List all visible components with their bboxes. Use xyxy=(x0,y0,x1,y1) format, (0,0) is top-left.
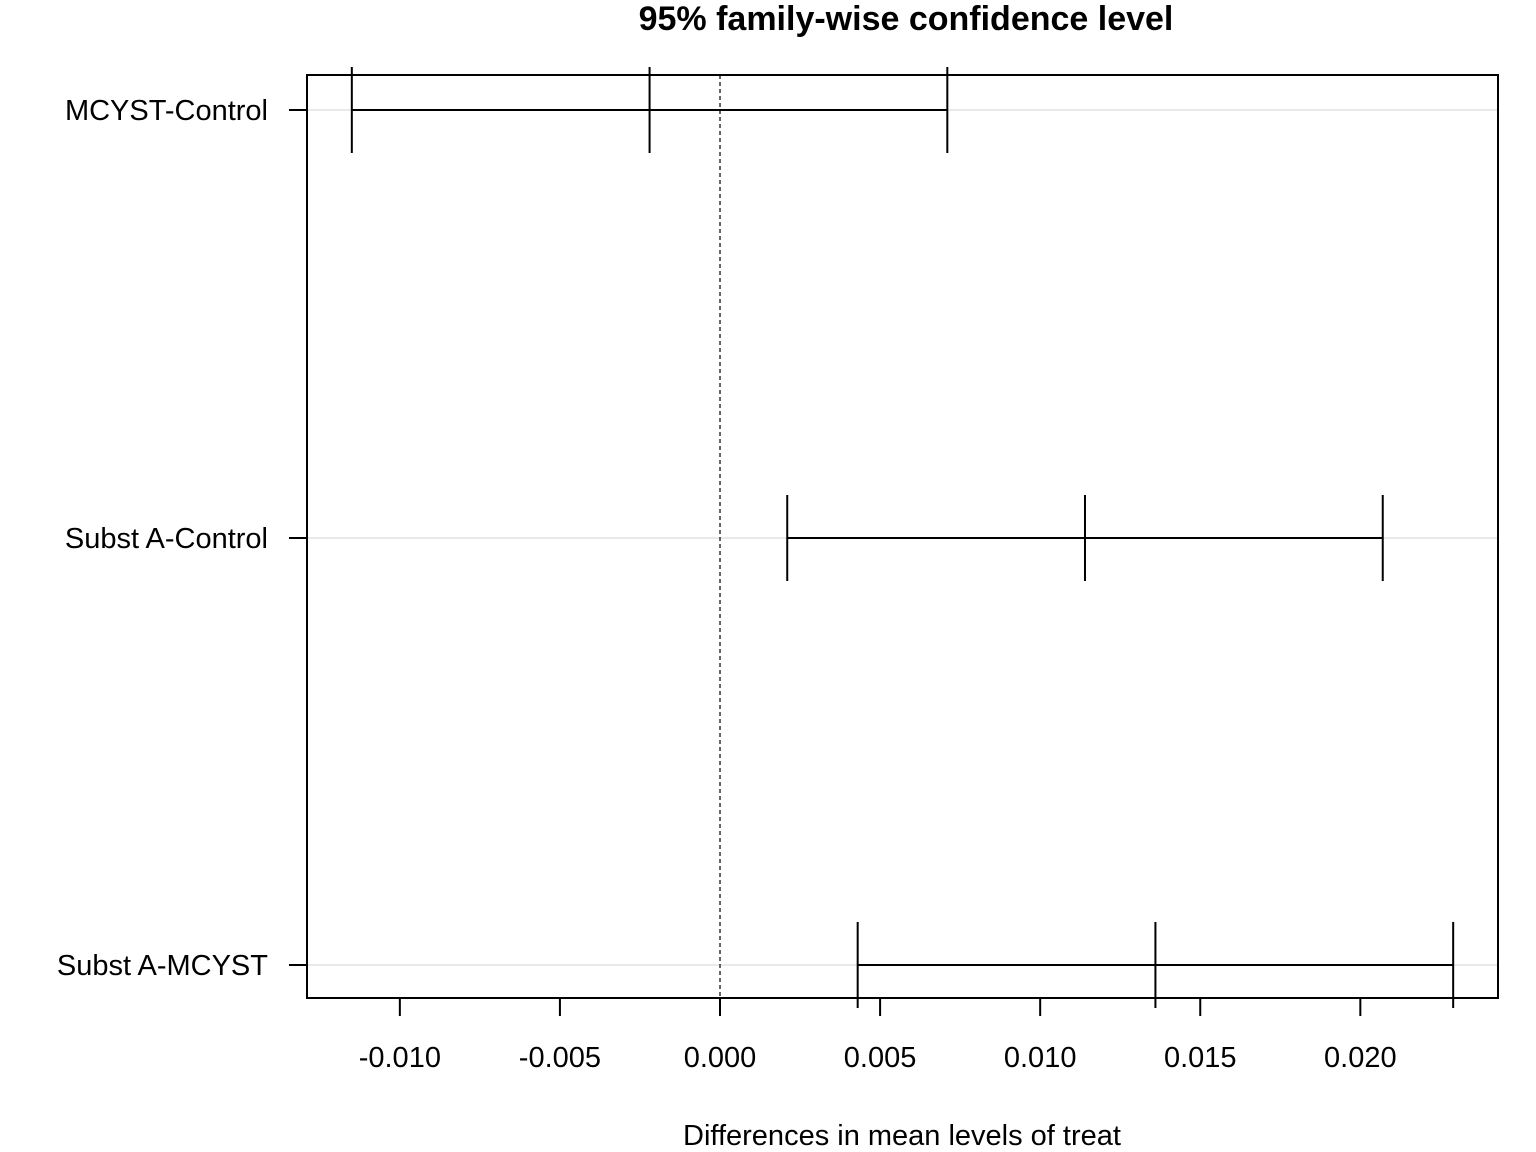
confidence-intervals xyxy=(350,67,1455,1008)
x-axis: -0.010 -0.005 0.000 0.005 0.010 0.015 0.020 xyxy=(359,997,1397,1074)
x-tick-label: 0.015 xyxy=(1164,1042,1237,1074)
x-tick-label: -0.010 xyxy=(359,1042,441,1074)
x-tick-label: 0.000 xyxy=(684,1042,757,1074)
y-tick-label: Subst A-Control xyxy=(65,523,268,555)
interval-mcyst-control xyxy=(350,67,949,153)
y-axis: MCYST-Control Subst A-Control Subst A-MCYS… xyxy=(57,95,307,982)
x-axis-title: Differences in mean levels of treat xyxy=(683,1120,1121,1152)
x-tick-label: 0.005 xyxy=(844,1042,917,1074)
x-tick-label: 0.010 xyxy=(1004,1042,1077,1074)
chart-title: 95% family-wise confidence level xyxy=(639,0,1174,38)
interval-subst-a-mcyst xyxy=(856,922,1455,1008)
x-tick-label: 0.020 xyxy=(1324,1042,1397,1074)
plot-frame xyxy=(306,74,1499,999)
interval-subst-a-control xyxy=(786,495,1384,581)
y-tick-label: Subst A-MCYST xyxy=(57,950,268,982)
x-tick-label: -0.005 xyxy=(519,1042,601,1074)
y-tick-label: MCYST-Control xyxy=(65,95,268,127)
